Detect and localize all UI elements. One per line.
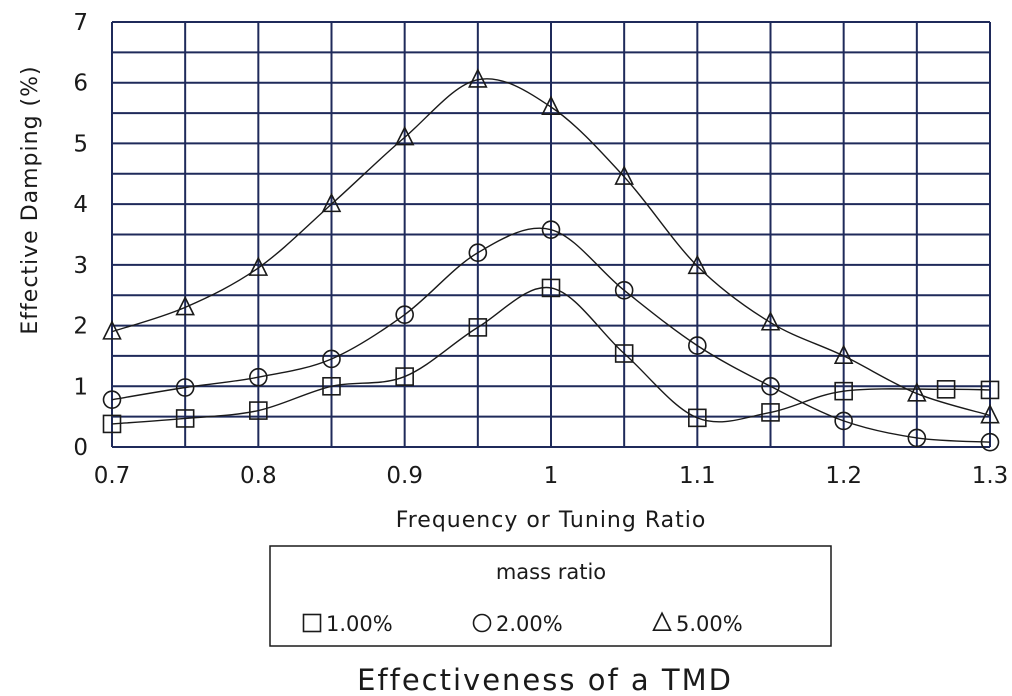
data-point-square (688, 408, 707, 428)
data-point-circle (102, 390, 122, 409)
plot-grid (111, 21, 991, 448)
y-tick-label: 2 (73, 314, 88, 340)
data-point-circle (980, 432, 1000, 452)
data-point-triangle (102, 320, 122, 340)
series-curves (111, 78, 991, 443)
data-point-circle (322, 349, 341, 369)
x-tick-label: 0.8 (240, 463, 277, 489)
data-point-circle (175, 378, 195, 397)
data-point-triangle (541, 95, 561, 116)
data-point-square (395, 367, 414, 386)
data-point-triangle (614, 165, 634, 185)
legend-label-circle: 2.00% (496, 612, 563, 636)
y-tick-label: 7 (73, 10, 88, 36)
y-tick-label: 0 (73, 435, 88, 461)
data-point-square (761, 403, 780, 422)
x-tick-label: 1 (544, 463, 559, 489)
data-point-square (102, 414, 122, 434)
data-point-circle (834, 411, 853, 431)
x-tick-label: 1.3 (972, 463, 1009, 489)
data-point-square (175, 409, 195, 428)
x-tick-label: 1.2 (825, 463, 862, 489)
y-tick-label: 3 (73, 253, 88, 279)
x-tick-label: 0.7 (94, 463, 131, 489)
data-point-square (834, 381, 853, 401)
legend-marker-circle (472, 613, 492, 633)
series-markers (102, 68, 1000, 452)
data-point-square (541, 278, 561, 298)
data-point-triangle (833, 344, 854, 364)
data-point-triangle (980, 403, 1000, 424)
y-axis-title: Effective Damping (%) (18, 65, 43, 334)
data-point-triangle (321, 192, 342, 213)
data-point-triangle (907, 382, 927, 402)
y-tick-label: 1 (73, 374, 88, 400)
legend-entries: 1.00% 2.00% 5.00% (302, 611, 743, 636)
y-tick-label: 4 (73, 192, 88, 218)
y-tick-label: 5 (73, 131, 88, 157)
data-point-circle (249, 367, 268, 387)
data-point-square (322, 376, 341, 396)
legend-label-triangle: 5.00% (676, 612, 743, 636)
x-tick-label: 1.1 (679, 463, 716, 489)
data-point-circle (688, 336, 707, 355)
tick-labels: 0.7 0.8 0.9 1 1.1 1.2 1.3 0 1 2 3 4 5 6 7 (73, 10, 1008, 489)
data-point-triangle (687, 254, 708, 275)
series-line-circle (111, 227, 991, 443)
data-point-circle (541, 220, 561, 239)
data-point-triangle (248, 256, 269, 276)
data-point-square (249, 401, 268, 420)
data-point-triangle (760, 310, 781, 331)
data-point-triangle (394, 125, 415, 146)
x-axis-title: Frequency or Tuning Ratio (396, 508, 707, 533)
series-line-triangle (111, 78, 991, 417)
legend-title: mass ratio (496, 560, 606, 584)
data-point-square (936, 380, 956, 399)
data-point-square (980, 380, 1000, 400)
chart-title: Effectiveness of a TMD (357, 663, 733, 696)
legend-marker-square (302, 613, 322, 633)
data-point-circle (395, 305, 414, 324)
legend-label-square: 1.00% (326, 612, 393, 636)
data-point-triangle (175, 295, 195, 316)
y-tick-label: 6 (73, 71, 88, 97)
data-point-square (468, 318, 488, 337)
legend-box (269, 545, 832, 647)
legend-marker-triangle (652, 611, 672, 632)
data-point-circle (468, 243, 488, 263)
data-point-circle (907, 428, 927, 448)
x-tick-label: 0.9 (386, 463, 423, 489)
data-point-triangle (468, 68, 488, 88)
data-point-circle (614, 281, 634, 300)
series-line-square (111, 286, 991, 425)
data-point-circle (761, 376, 780, 396)
data-point-square (614, 344, 634, 363)
legend: mass ratio 1.00% 2.00% 5.00% (269, 545, 832, 647)
